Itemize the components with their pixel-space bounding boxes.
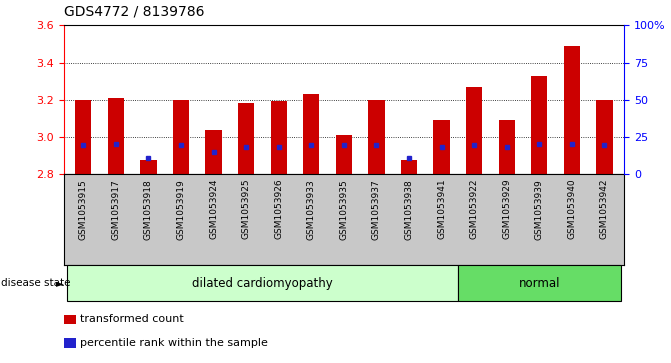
Bar — [67, 265, 458, 301]
Text: GSM1053935: GSM1053935 — [340, 179, 348, 240]
Text: transformed count: transformed count — [80, 314, 184, 325]
Bar — [401, 160, 417, 174]
Bar — [270, 101, 287, 174]
Bar — [303, 94, 319, 174]
Bar — [564, 46, 580, 174]
Bar — [205, 130, 221, 174]
Bar — [75, 100, 91, 174]
Text: GSM1053929: GSM1053929 — [503, 179, 511, 240]
Bar — [336, 135, 352, 174]
Text: GSM1053941: GSM1053941 — [437, 179, 446, 240]
Text: GSM1053926: GSM1053926 — [274, 179, 283, 240]
Text: ►: ► — [56, 278, 64, 288]
Bar — [499, 120, 515, 174]
Bar — [458, 265, 621, 301]
Text: GSM1053940: GSM1053940 — [568, 179, 576, 240]
Bar — [108, 98, 124, 174]
Text: disease state: disease state — [1, 278, 70, 288]
Text: GSM1053919: GSM1053919 — [176, 179, 185, 240]
Bar — [238, 103, 254, 174]
Text: GSM1053918: GSM1053918 — [144, 179, 153, 240]
Text: GSM1053937: GSM1053937 — [372, 179, 381, 240]
Text: GSM1053925: GSM1053925 — [242, 179, 251, 240]
Text: GSM1053942: GSM1053942 — [600, 179, 609, 239]
Bar — [433, 120, 450, 174]
Bar — [173, 100, 189, 174]
Bar — [140, 160, 156, 174]
Text: normal: normal — [519, 277, 560, 290]
Text: dilated cardiomyopathy: dilated cardiomyopathy — [192, 277, 333, 290]
Text: GSM1053924: GSM1053924 — [209, 179, 218, 239]
Text: GSM1053922: GSM1053922 — [470, 179, 478, 239]
Text: GSM1053939: GSM1053939 — [535, 179, 544, 240]
Text: GSM1053933: GSM1053933 — [307, 179, 316, 240]
Bar — [466, 87, 482, 174]
Text: GSM1053915: GSM1053915 — [79, 179, 88, 240]
Text: GSM1053938: GSM1053938 — [405, 179, 413, 240]
Bar — [597, 100, 613, 174]
Bar — [368, 100, 384, 174]
Text: GDS4772 / 8139786: GDS4772 / 8139786 — [64, 4, 204, 18]
Bar — [531, 76, 548, 174]
Text: GSM1053917: GSM1053917 — [111, 179, 120, 240]
Text: percentile rank within the sample: percentile rank within the sample — [80, 338, 268, 348]
